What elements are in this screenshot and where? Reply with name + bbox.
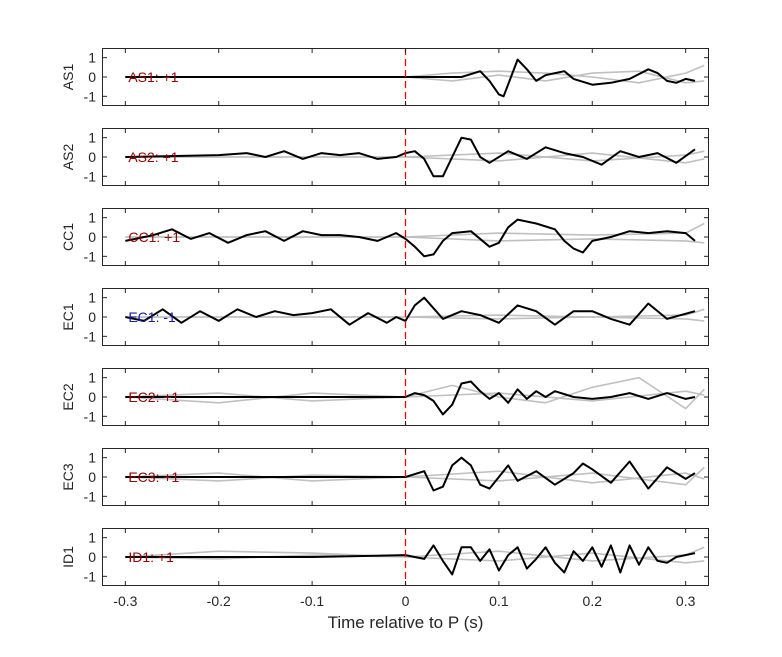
plot-area [125,544,705,576]
panel-ec2: -1 0 1 EC2 EC2: +1 [60,368,709,426]
background-trace-1 [125,546,705,562]
background-trace-1 [125,64,705,84]
panels-group: -1 0 1 AS1 AS1: +1 -1 0 1 AS2 AS2: +1 -1 0 1 CC1 CC1: … [60,48,709,586]
plot-area [125,376,705,416]
plot-area [125,58,705,98]
y-tick-label: -1 [84,88,97,104]
panel-ylabel: ID1 [60,546,76,568]
y-tick-label: 1 [88,130,96,146]
plot-area [125,456,705,492]
background-trace-2 [125,390,705,402]
panel-cc1: -1 0 1 CC1 CC1: +1 [60,208,709,266]
y-tick-label: -1 [84,328,97,344]
background-trace-1 [125,470,705,484]
polarity-annotation: EC2: +1 [128,389,179,405]
plot-area [125,296,705,326]
y-tick-label: 1 [88,450,96,466]
y-tick-label: 1 [88,290,96,306]
x-tick-label: 0 [402,593,410,609]
x-tick-label: -0.2 [207,593,231,609]
background-trace-2 [125,70,705,84]
y-tick-label: 0 [88,389,96,405]
x-axis: -0.3 -0.2 -0.1 0 0.1 0.2 0.3 [113,593,695,609]
main-trace [125,456,696,492]
y-tick-label: 1 [88,50,96,66]
polarity-annotation: CC1: +1 [128,229,180,245]
y-tick-label: 0 [88,309,96,325]
y-tick-label: 0 [88,69,96,85]
y-tick-label: 1 [88,530,96,546]
y-tick-label: -1 [84,408,97,424]
x-tick-label: 0.1 [489,593,509,609]
y-tick-label: 0 [88,229,96,245]
panel-ylabel: EC2 [60,383,76,410]
plot-area [125,136,705,178]
polarity-annotation: AS1: +1 [128,69,178,85]
polarity-annotation: AS2: +1 [128,149,178,165]
main-trace [125,296,696,326]
main-trace [125,58,696,98]
panel-ylabel: EC1 [60,303,76,330]
y-tick-label: -1 [84,248,97,264]
x-axis-label: Time relative to P (s) [328,613,484,632]
y-tick-label: -1 [84,488,97,504]
polarity-annotation: EC1: -1 [128,309,176,325]
panel-ylabel: AS2 [60,144,76,171]
panel-as1: -1 0 1 AS1 AS1: +1 [60,48,709,106]
background-trace-2 [125,152,705,164]
polarity-annotation: ID1: +1 [128,549,174,565]
y-tick-label: 0 [88,469,96,485]
y-tick-label: 0 [88,149,96,165]
y-tick-label: -1 [84,168,97,184]
panel-ec3: -1 0 1 EC3 EC3: +1 [60,448,709,506]
x-tick-label: 0.2 [583,593,603,609]
background-trace-1 [125,308,705,318]
panel-ylabel: CC1 [60,223,76,251]
panel-id1: -1 0 1 ID1 ID1: +1 [60,528,709,586]
y-tick-label: 1 [88,370,96,386]
panel-ylabel: AS1 [60,64,76,91]
background-trace-2 [125,466,705,486]
x-tick-label: -0.3 [113,593,137,609]
x-tick-label: -0.1 [300,593,324,609]
panel-ec1: -1 0 1 EC1 EC1: -1 [60,288,709,346]
y-tick-label: 1 [88,210,96,226]
polarity-annotation: EC3: +1 [128,469,179,485]
panel-ylabel: EC3 [60,463,76,490]
main-trace [125,218,696,258]
x-tick-label: 0.3 [676,593,696,609]
main-trace [125,136,696,178]
y-tick-label: -1 [84,568,97,584]
background-trace-2 [125,236,705,244]
plot-area [125,218,705,258]
panel-as2: -1 0 1 AS2 AS2: +1 [60,128,709,186]
main-trace [125,380,696,416]
y-tick-label: 0 [88,549,96,565]
main-trace [125,544,696,576]
